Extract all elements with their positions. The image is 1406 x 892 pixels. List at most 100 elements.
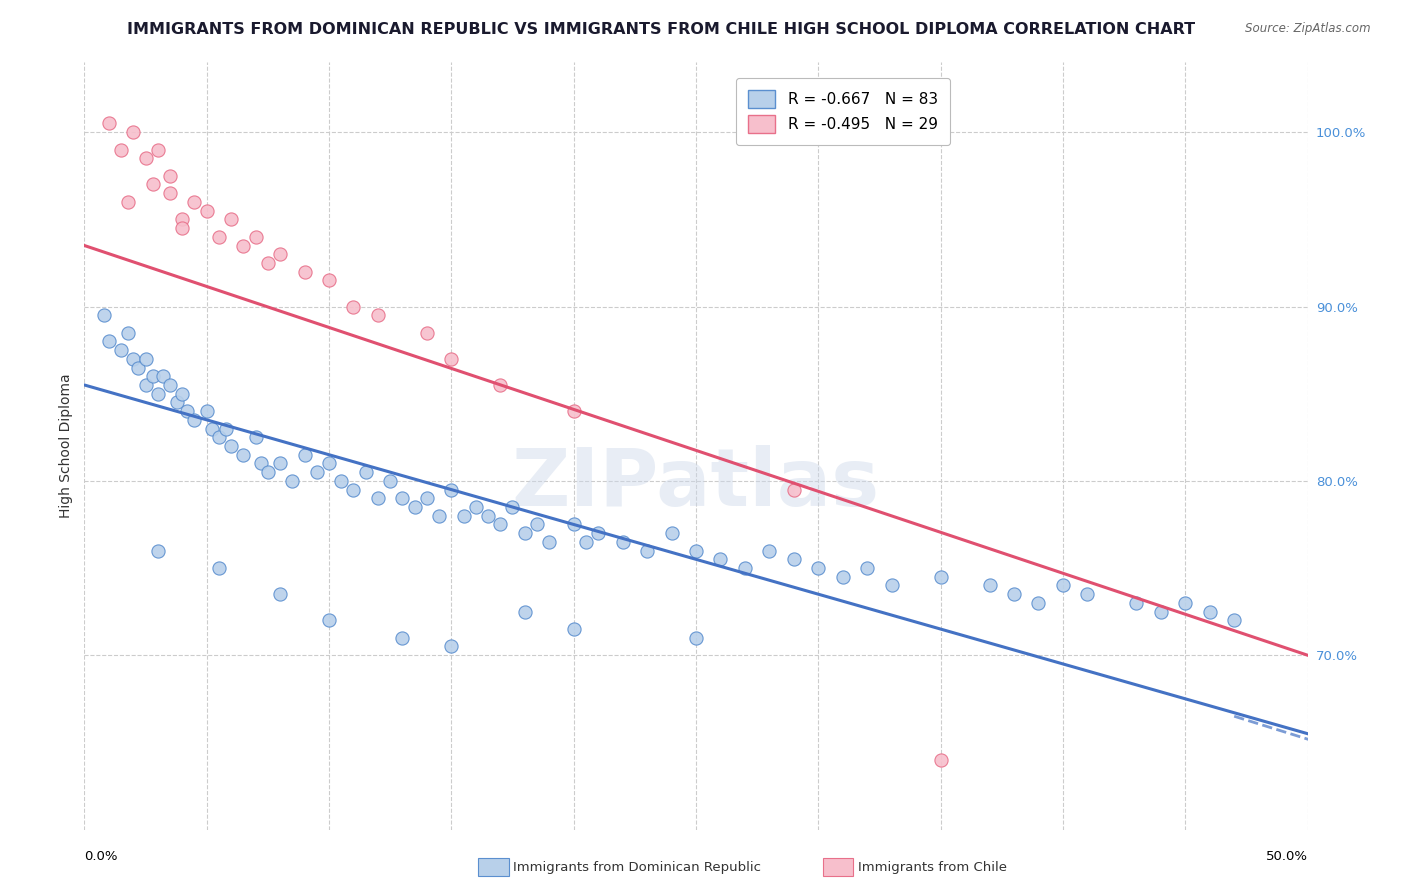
Point: [685, 631, 707, 645]
Point: [513, 605, 536, 619]
Point: [245, 229, 267, 244]
Point: [245, 430, 267, 444]
Text: 50.0%: 50.0%: [1265, 850, 1308, 863]
Point: [172, 212, 194, 227]
Point: [513, 526, 536, 541]
Point: [1052, 578, 1074, 592]
Point: [391, 631, 413, 645]
Point: [127, 360, 149, 375]
Text: IMMIGRANTS FROM DOMINICAN REPUBLIC VS IMMIGRANTS FROM CHILE HIGH SCHOOL DIPLOMA : IMMIGRANTS FROM DOMINICAN REPUBLIC VS IM…: [127, 22, 1195, 37]
Point: [342, 483, 364, 497]
Point: [427, 508, 450, 523]
Point: [1002, 587, 1025, 601]
Point: [416, 491, 439, 506]
Point: [200, 421, 222, 435]
Point: [489, 517, 512, 532]
Point: [526, 517, 548, 532]
Point: [135, 152, 157, 166]
Text: 0.0%: 0.0%: [84, 850, 118, 863]
Point: [453, 508, 475, 523]
Point: [416, 326, 439, 340]
Point: [269, 587, 291, 601]
Point: [152, 369, 174, 384]
Point: [1028, 596, 1050, 610]
Point: [249, 457, 271, 471]
Point: [380, 474, 402, 488]
Legend: R = -0.667   N = 83, R = -0.495   N = 29: R = -0.667 N = 83, R = -0.495 N = 29: [735, 78, 950, 145]
Point: [807, 561, 830, 575]
Point: [1174, 596, 1197, 610]
Point: [176, 404, 198, 418]
Point: [404, 500, 426, 514]
Point: [208, 229, 231, 244]
Point: [391, 491, 413, 506]
Text: ZIPatlas: ZIPatlas: [512, 445, 880, 524]
Point: [219, 439, 242, 453]
Point: [219, 212, 242, 227]
Point: [440, 483, 463, 497]
Point: [367, 491, 389, 506]
Point: [142, 369, 165, 384]
Point: [440, 640, 463, 654]
Point: [318, 613, 340, 627]
Point: [1223, 613, 1246, 627]
Point: [318, 457, 340, 471]
Point: [142, 178, 165, 192]
Point: [172, 221, 194, 235]
Point: [305, 465, 328, 479]
Point: [172, 386, 194, 401]
Point: [110, 143, 132, 157]
Text: Immigrants from Dominican Republic: Immigrants from Dominican Republic: [513, 861, 761, 873]
Point: [979, 578, 1001, 592]
Point: [93, 308, 115, 322]
Point: [122, 125, 145, 139]
Point: [183, 413, 205, 427]
Point: [146, 386, 169, 401]
Point: [661, 526, 683, 541]
Point: [783, 552, 806, 566]
Point: [269, 247, 291, 261]
Point: [562, 517, 585, 532]
Point: [257, 465, 280, 479]
Point: [117, 326, 139, 340]
Point: [477, 508, 499, 523]
Text: Source: ZipAtlas.com: Source: ZipAtlas.com: [1246, 22, 1371, 36]
Point: [294, 265, 316, 279]
Point: [146, 143, 169, 157]
Point: [1125, 596, 1147, 610]
Point: [281, 474, 304, 488]
Point: [489, 378, 512, 392]
Point: [257, 256, 280, 270]
Point: [269, 457, 291, 471]
Text: Immigrants from Chile: Immigrants from Chile: [858, 861, 1007, 873]
Point: [575, 534, 598, 549]
Point: [1150, 605, 1173, 619]
Point: [342, 300, 364, 314]
Point: [232, 238, 254, 252]
Point: [562, 404, 585, 418]
Point: [538, 534, 561, 549]
Point: [97, 334, 120, 349]
Point: [783, 483, 806, 497]
Point: [709, 552, 731, 566]
Point: [562, 622, 585, 636]
Point: [502, 500, 524, 514]
Point: [612, 534, 634, 549]
Point: [195, 404, 218, 418]
Point: [318, 273, 340, 287]
Point: [1198, 605, 1220, 619]
Point: [464, 500, 486, 514]
Point: [159, 378, 181, 392]
Point: [831, 570, 853, 584]
Point: [929, 570, 952, 584]
Point: [586, 526, 609, 541]
Point: [636, 543, 658, 558]
Point: [195, 203, 218, 218]
Point: [685, 543, 707, 558]
Point: [97, 116, 120, 130]
Point: [856, 561, 879, 575]
Point: [1076, 587, 1098, 601]
Point: [208, 561, 231, 575]
Point: [758, 543, 780, 558]
Point: [208, 430, 231, 444]
